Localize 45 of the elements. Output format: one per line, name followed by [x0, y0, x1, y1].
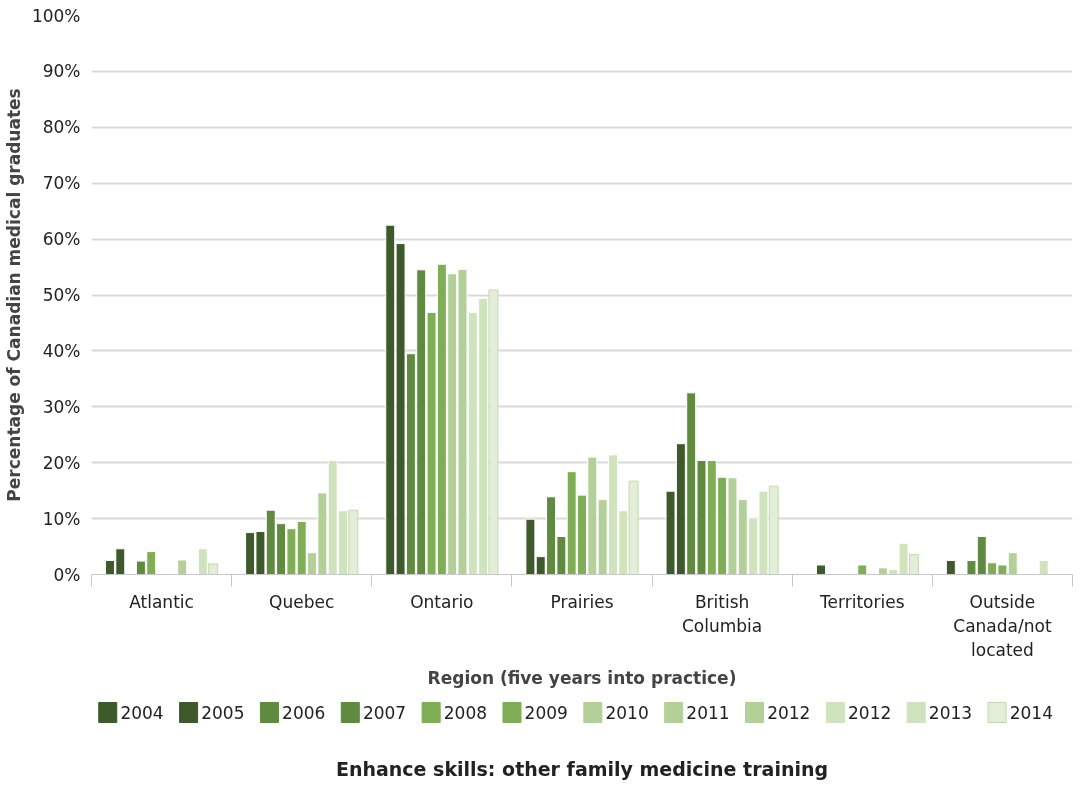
- legend-label: 2010: [605, 703, 649, 723]
- y-tick-label: 70%: [42, 173, 81, 194]
- bar: [816, 564, 826, 575]
- x-axis-title: Region (five years into practice): [427, 667, 737, 688]
- x-tick-label: Prairies: [550, 591, 614, 612]
- y-tick-label: 20%: [42, 452, 81, 473]
- y-tick-label: 0%: [53, 564, 81, 585]
- legend-label: 2005: [201, 703, 245, 723]
- text: Enhance skills: other family medicine training: [335, 757, 829, 780]
- y-tick-label: 50%: [42, 285, 81, 305]
- legend-label: 2014: [1009, 703, 1053, 723]
- x-tick-label: British Columbia: [682, 591, 763, 636]
- bar: [348, 509, 359, 575]
- bar: [208, 563, 219, 575]
- legend-label: 2007: [362, 703, 407, 723]
- legend-label: 2006: [282, 703, 326, 723]
- y-tick-label: 90%: [42, 61, 81, 82]
- legend-label: 2012: [767, 703, 811, 723]
- legend-label: 2008: [443, 703, 488, 723]
- x-tick-label: Ontario: [410, 591, 474, 612]
- bar: [1038, 560, 1049, 575]
- y-tick-label: 40%: [42, 340, 81, 361]
- bar: [908, 553, 919, 575]
- bar: [945, 560, 956, 575]
- x-tick-label: Quebec: [269, 591, 335, 612]
- legend-label: 2013: [928, 703, 973, 723]
- legend-label: 2012: [848, 703, 892, 723]
- bar: [628, 480, 639, 575]
- bar: [177, 559, 188, 575]
- y-tick-label: 10%: [42, 508, 81, 529]
- legend-label: 2009: [524, 703, 568, 723]
- x-tick-label: Atlantic: [129, 591, 194, 612]
- y-tick-label: 100%: [31, 5, 81, 26]
- bar: [857, 564, 868, 575]
- bar: [197, 548, 208, 575]
- y-tick-label: 60%: [42, 229, 81, 250]
- legend-label: 2004: [120, 703, 164, 723]
- x-tick-label: Outside Canada/not located: [953, 591, 1052, 660]
- bar: [488, 289, 499, 575]
- x-tick-label: Territories: [819, 591, 905, 612]
- y-axis-title: Percentage of Canadian medical graduates: [3, 88, 24, 502]
- y-tick-label: 30%: [42, 396, 81, 417]
- legend-label: 2011: [686, 703, 730, 723]
- bar: [768, 485, 779, 575]
- y-tick-label: 80%: [42, 117, 81, 138]
